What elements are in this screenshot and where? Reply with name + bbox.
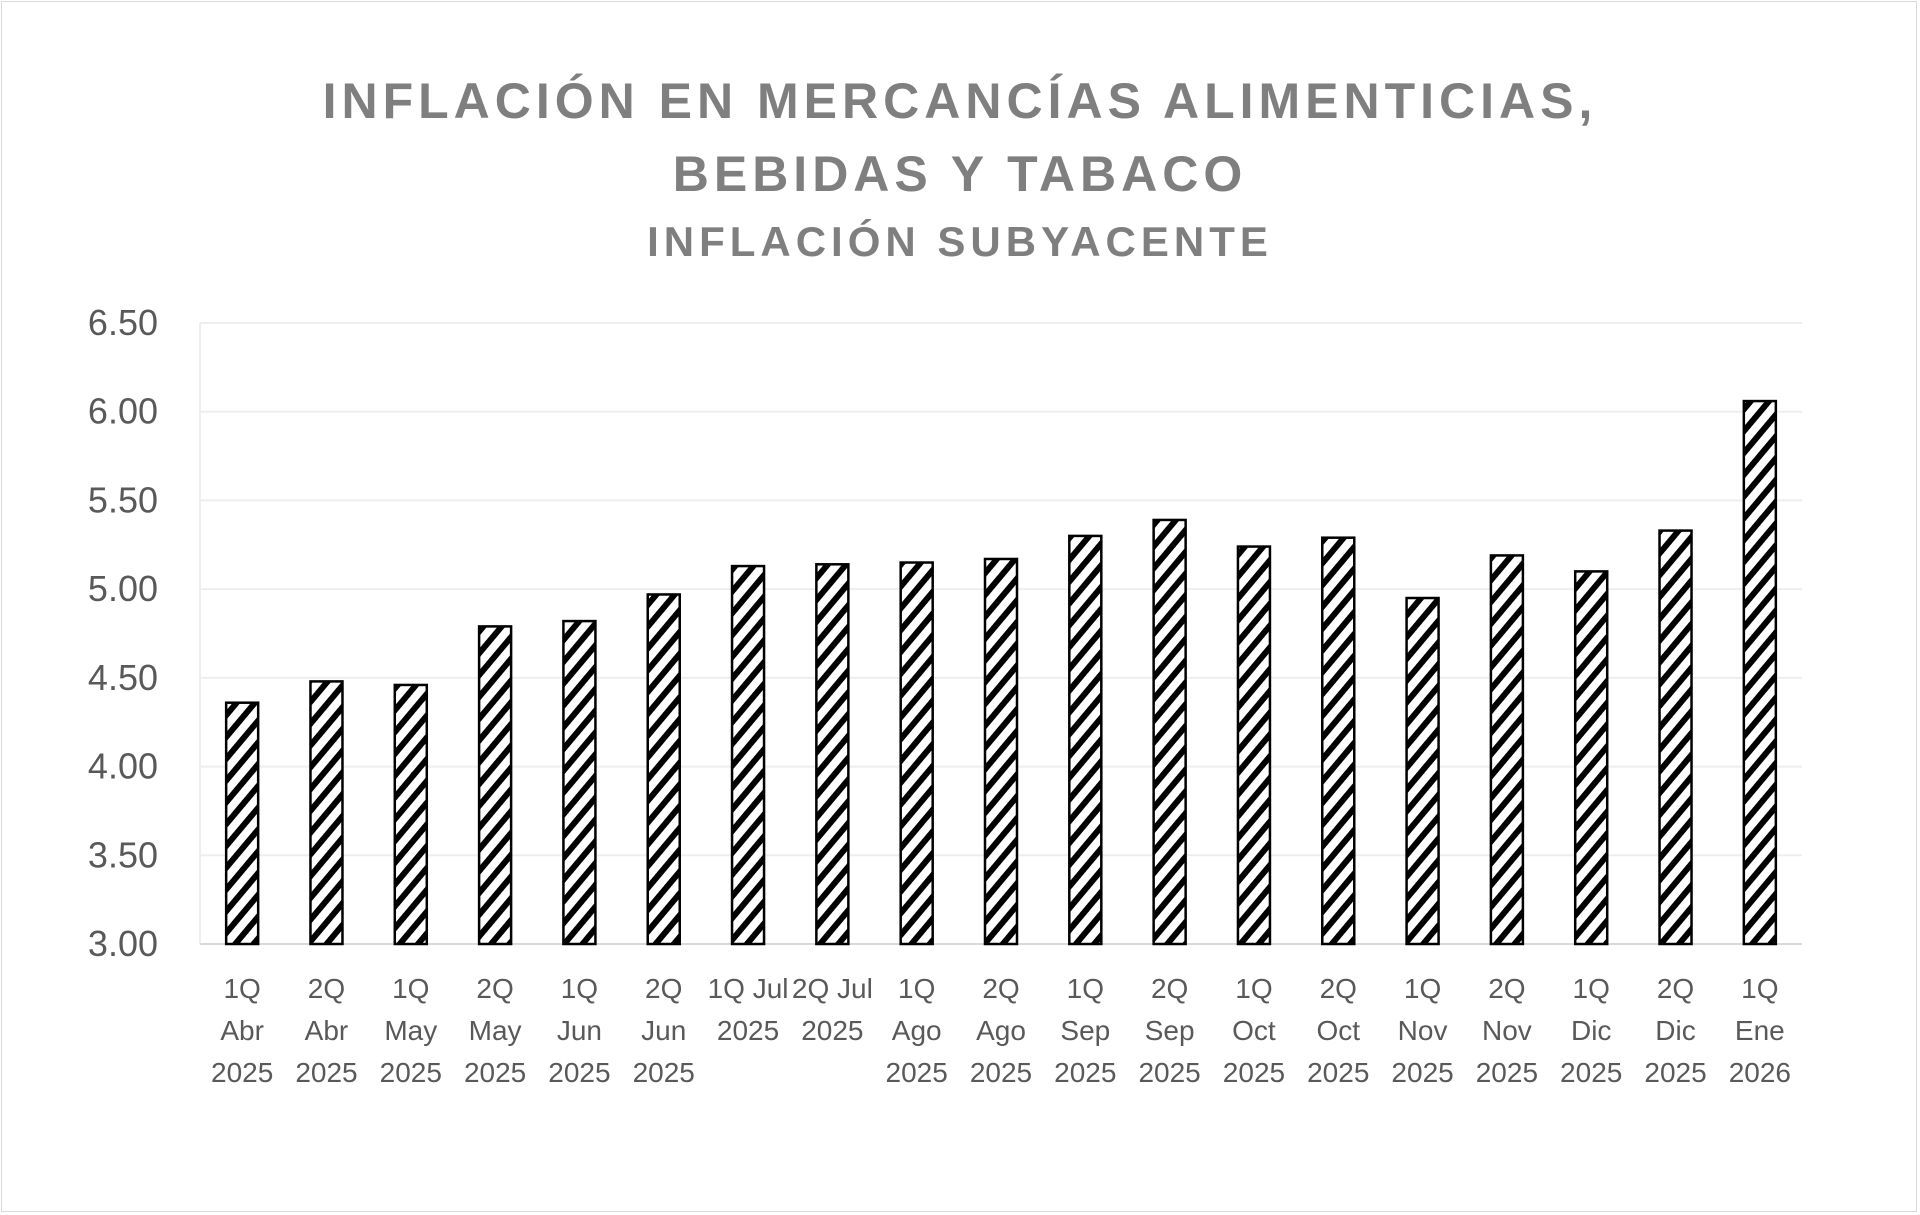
x-tick-label: 1Q (1573, 973, 1610, 1004)
x-tick-label: 1Q (898, 973, 935, 1004)
bar (1489, 554, 1525, 946)
x-tick-label: 2Q (1151, 973, 1188, 1004)
x-tick-label: 2Q (1320, 973, 1357, 1004)
x-tick-label: Ene (1735, 1015, 1785, 1046)
x-tick-label: Oct (1232, 1015, 1276, 1046)
x-tick-label: 1Q (1404, 973, 1441, 1004)
x-tick-label: 2Q Jul (792, 973, 873, 1004)
x-tick-label: 1Q (1741, 973, 1778, 1004)
bar (1573, 570, 1609, 946)
x-tick-label: 2Q (1488, 973, 1525, 1004)
x-tick-label: 1Q (392, 973, 429, 1004)
x-tick-label: 2025 (1307, 1057, 1369, 1088)
x-tick-label: 1Q Jul (708, 973, 789, 1004)
bar (1405, 596, 1440, 946)
x-tick-label: Ago (976, 1015, 1026, 1046)
bar (309, 680, 344, 946)
bar (1658, 529, 1693, 946)
x-tick-label: 2025 (211, 1057, 273, 1088)
x-tick-label: May (384, 1015, 437, 1046)
bar (1236, 545, 1272, 946)
bar (224, 701, 260, 946)
bar (815, 563, 850, 946)
x-tick-label: 2025 (1138, 1057, 1200, 1088)
bar (646, 593, 681, 946)
x-tick-label: 1Q (1067, 973, 1104, 1004)
x-tick-label: 2025 (295, 1057, 357, 1088)
bar (393, 683, 429, 946)
bar (1742, 399, 1778, 946)
x-tick-label: 2025 (380, 1057, 442, 1088)
x-tick-label: Abr (220, 1015, 264, 1046)
y-tick-label: 4.50 (88, 657, 158, 698)
bar (899, 561, 934, 946)
bar (1152, 518, 1187, 946)
x-tick-label: 2025 (1054, 1057, 1116, 1088)
x-tick-label: Jun (557, 1015, 602, 1046)
x-tick-label: 2025 (633, 1057, 695, 1088)
x-tick-label: Sep (1060, 1015, 1110, 1046)
x-tick-label: 2025 (548, 1057, 610, 1088)
y-tick-label: 4.00 (88, 746, 158, 787)
x-tick-label: 1Q (561, 973, 598, 1004)
x-tick-label: 1Q (1235, 973, 1272, 1004)
x-tick-label: 2025 (464, 1057, 526, 1088)
x-tick-label: 2025 (1476, 1057, 1538, 1088)
x-tick-label: Nov (1398, 1015, 1448, 1046)
y-tick-label: 6.00 (88, 391, 158, 432)
bar (477, 625, 513, 946)
y-tick-label: 6.50 (88, 302, 158, 343)
x-tick-label: 2026 (1729, 1057, 1791, 1088)
bar (1068, 534, 1103, 946)
x-tick-label: Abr (305, 1015, 349, 1046)
x-tick-label: 2025 (1644, 1057, 1706, 1088)
x-tick-label: 2025 (717, 1015, 779, 1046)
x-tick-label: 2Q (1657, 973, 1694, 1004)
chart-subtitle: INFLACIÓN SUBYACENTE (647, 218, 1273, 265)
x-tick-label: Nov (1482, 1015, 1532, 1046)
x-tick-label: 2025 (801, 1015, 863, 1046)
y-tick-label: 5.00 (88, 568, 158, 609)
x-tick-label: 2025 (886, 1057, 948, 1088)
x-tick-label: Jun (641, 1015, 686, 1046)
chart-title-line2: BEBIDAS Y TABACO (672, 146, 1248, 202)
x-tick-label: 2025 (1391, 1057, 1453, 1088)
x-tick-label: Ago (892, 1015, 942, 1046)
x-tick-label: 2Q (308, 973, 345, 1004)
x-tick-label: 1Q (223, 973, 260, 1004)
bar (983, 557, 1019, 946)
x-tick-label: 2025 (1223, 1057, 1285, 1088)
x-tick-label: May (469, 1015, 522, 1046)
chart-title: INFLACIÓN EN MERCANCÍAS ALIMENTICIAS, (322, 73, 1598, 129)
x-tick-label: Dic (1571, 1015, 1611, 1046)
bar (1321, 536, 1356, 946)
x-tick-label: 2Q (476, 973, 513, 1004)
x-tick-label: 2025 (1560, 1057, 1622, 1088)
y-tick-label: 3.50 (88, 834, 158, 875)
y-tick-label: 3.00 (88, 923, 158, 964)
x-tick-label: Sep (1145, 1015, 1195, 1046)
x-tick-label: Dic (1655, 1015, 1695, 1046)
y-tick-label: 5.50 (88, 479, 158, 520)
x-tick-label: 2025 (970, 1057, 1032, 1088)
x-tick-label: 2Q (982, 973, 1019, 1004)
bar (562, 619, 597, 946)
x-tick-label: 2Q (645, 973, 682, 1004)
bar (730, 564, 766, 946)
x-tick-label: Oct (1316, 1015, 1360, 1046)
